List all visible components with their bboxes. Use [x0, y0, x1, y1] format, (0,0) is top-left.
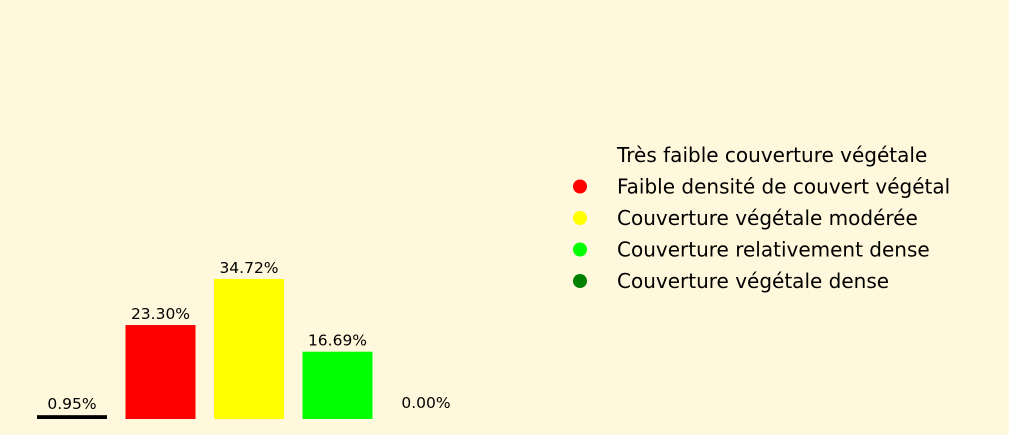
bar-2 — [125, 325, 196, 419]
bar-value-label-1: 0.95% — [47, 395, 96, 413]
legend-label-1: Très faible couverture végétale — [616, 143, 927, 167]
bar-3 — [214, 279, 284, 419]
legend-item-4: Couverture relativement dense — [573, 238, 930, 262]
bars-group — [37, 279, 373, 419]
bar-1 — [37, 415, 107, 419]
legend-item-3: Couverture végétale modérée — [573, 206, 918, 230]
bar-4 — [302, 351, 373, 419]
bar-value-label-4: 16.69% — [308, 332, 367, 350]
legend-item-1: Très faible couverture végétale — [616, 143, 927, 167]
legend-item-5: Couverture végétale dense — [573, 269, 889, 293]
legend-marker-5 — [573, 274, 587, 288]
legend: Très faible couverture végétale Faible de… — [573, 143, 950, 293]
bar-labels-group: 0.95% 23.30% 34.72% 16.69% 0.00% — [47, 259, 450, 413]
legend-item-2: Faible densité de couvert végétal — [573, 175, 950, 199]
legend-marker-2 — [573, 179, 587, 194]
legend-label-4: Couverture relativement dense — [617, 238, 930, 262]
legend-label-5: Couverture végétale dense — [617, 269, 889, 293]
legend-marker-3 — [573, 211, 587, 225]
bar-value-label-5: 0.00% — [401, 394, 450, 412]
legend-label-2: Faible densité de couvert végétal — [617, 175, 950, 199]
legend-marker-4 — [573, 242, 587, 257]
legend-label-3: Couverture végétale modérée — [617, 206, 918, 230]
bar-value-label-2: 23.30% — [131, 305, 190, 323]
bar-value-label-3: 34.72% — [219, 259, 278, 277]
